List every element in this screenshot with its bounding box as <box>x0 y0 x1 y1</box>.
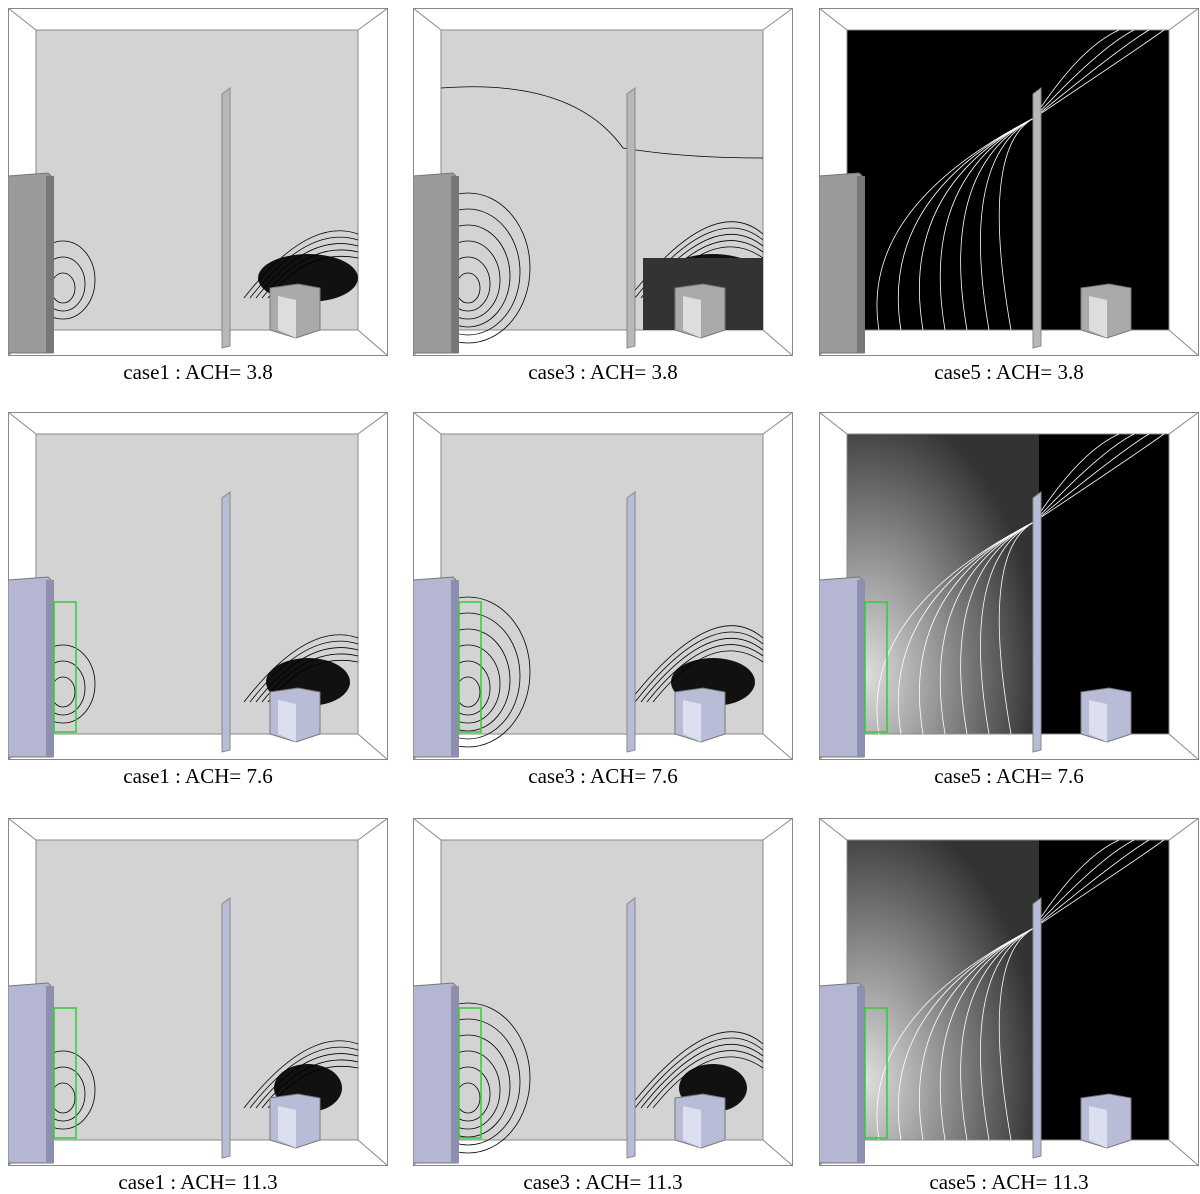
simulation-panel <box>819 412 1199 762</box>
partition <box>222 88 230 348</box>
cabinet-side <box>46 580 54 757</box>
back-wall-left <box>847 434 1039 734</box>
simulation-panel <box>413 8 793 358</box>
simulation-panel <box>8 412 388 762</box>
simulation-panel <box>413 818 793 1168</box>
cabinet-side <box>857 986 865 1163</box>
figure: case1 : ACH= 3.8 case3 : ACH= 3.8 case5 : … <box>0 0 1200 1194</box>
simulation-panel <box>819 818 1199 1168</box>
partition <box>627 492 635 752</box>
partition <box>222 898 230 1158</box>
caption: case5 : ACH= 11.3 <box>819 1169 1199 1194</box>
caption: case3 : ACH= 3.8 <box>413 359 793 385</box>
cabinet-side <box>857 580 865 757</box>
partition <box>222 492 230 752</box>
cabinet-side <box>46 176 54 353</box>
caption: case1 : ACH= 7.6 <box>8 763 388 789</box>
caption: case1 : ACH= 3.8 <box>8 359 388 385</box>
cabinet-side <box>451 986 459 1163</box>
caption: case3 : ACH= 11.3 <box>413 1169 793 1194</box>
partition <box>627 88 635 348</box>
simulation-panel <box>413 412 793 762</box>
partition <box>627 898 635 1158</box>
simulation-panel <box>8 8 388 358</box>
back-wall-left <box>847 840 1039 1140</box>
cabinet-side <box>451 176 459 353</box>
partition <box>1033 88 1041 348</box>
simulation-panel <box>8 818 388 1168</box>
simulation-panel <box>819 8 1199 358</box>
caption: case5 : ACH= 7.6 <box>819 763 1199 789</box>
cabinet-side <box>857 176 865 353</box>
caption: case5 : ACH= 3.8 <box>819 359 1199 385</box>
cabinet-side <box>46 986 54 1163</box>
partition <box>1033 898 1041 1158</box>
cabinet-side <box>451 580 459 757</box>
partition <box>1033 492 1041 752</box>
back-wall-left <box>847 30 1039 330</box>
caption: case1 : ACH= 11.3 <box>8 1169 388 1194</box>
caption: case3 : ACH= 7.6 <box>413 763 793 789</box>
